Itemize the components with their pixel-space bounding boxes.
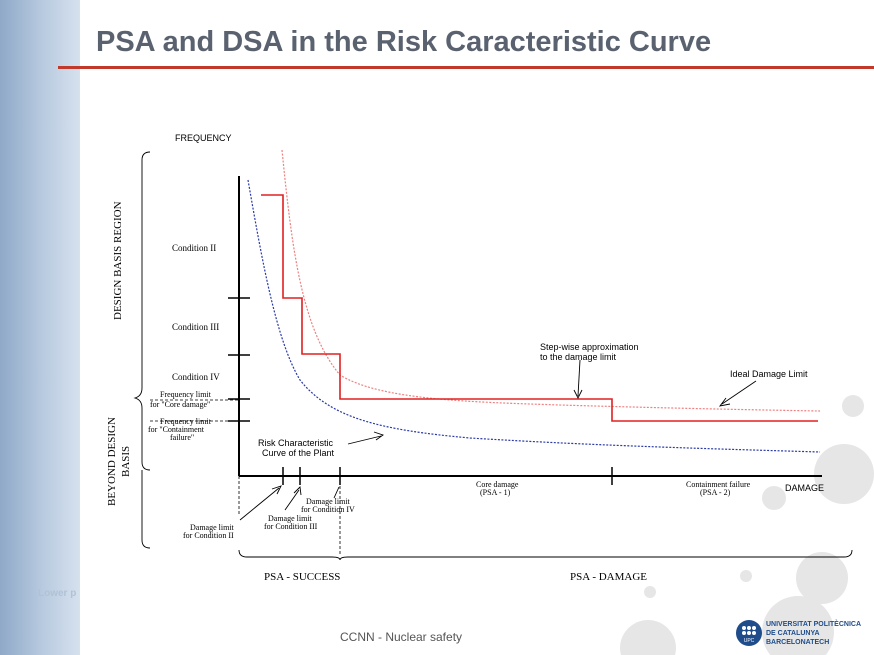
cont-frequency-label-1: Frequency limit (160, 417, 212, 426)
psa-damage-label: PSA - DAMAGE (570, 571, 647, 583)
stepwise-annotation-1: Step-wise approximation (540, 342, 639, 352)
damage-limit-c3-2: for Condition III (264, 522, 318, 531)
psa-success-label: PSA - SUCCESS (264, 571, 340, 583)
slide-footer: CCNN - Nuclear safety (340, 630, 463, 644)
logo-line-2: DE CATALUNYA (766, 630, 820, 637)
beyond-design-label-2: BASIS (120, 446, 132, 477)
beyond-design-brace (141, 461, 151, 471)
risk-curve-annotation-1: Risk Characteristic (258, 438, 334, 448)
condition-ii-label: Condition II (172, 243, 216, 253)
damage-limit-c4-1: Damage limit (306, 497, 351, 506)
containment-x-label-1: Containment failure (686, 480, 751, 489)
side-decoration-strip (0, 0, 80, 655)
ideal-limit-annotation: Ideal Damage Limit (730, 369, 808, 379)
containment-x-label-2: (PSA - 2) (700, 488, 731, 497)
side-text: Lower p (38, 588, 77, 599)
logo-badge-text: UPC (744, 638, 755, 644)
title-underline (58, 66, 874, 69)
risk-curve-annotation-2: Curve of the Plant (262, 448, 335, 458)
logo-line-3: BARCELONATECH (766, 639, 830, 646)
core-damage-x-label-2: (PSA - 1) (480, 488, 511, 497)
stepwise-annotation-2: to the damage limit (540, 352, 617, 362)
damage-limit-c2-2: for Condition II (183, 531, 234, 540)
logo-line-1: UNIVERSITAT POLITÈCNICA (766, 621, 862, 628)
core-frequency-label-1: Frequency limit (160, 390, 212, 399)
condition-iv-label: Condition IV (172, 372, 220, 382)
y-axis-label: FREQUENCY (175, 133, 232, 143)
beyond-design-label-1: BEYOND DESIGN (106, 417, 118, 506)
core-damage-x-label-1: Core damage (476, 480, 519, 489)
decorative-circles (620, 395, 874, 655)
damage-limit-c3-1: Damage limit (268, 514, 313, 523)
annotation-arrows (239, 359, 757, 521)
stepwise-damage-limit (261, 194, 818, 422)
core-frequency-label-2: for "Core damage" (150, 400, 210, 409)
lower-left-brace (141, 470, 151, 549)
logo-text: UNIVERSITAT POLITÈCNICA DE CATALUNYA BAR… (766, 620, 861, 647)
condition-iii-label: Condition III (172, 322, 219, 332)
design-basis-region-label: DESIGN BASIS REGION (112, 201, 124, 320)
cont-frequency-label-2: for "Containment (148, 425, 205, 434)
upc-logo: UPC UNIVERSITAT POLITÈCNICA DE CATALUNYA… (736, 618, 868, 652)
design-basis-brace (133, 151, 151, 462)
psa-brace (238, 549, 853, 561)
upc-logo-mark: UPC (736, 620, 762, 646)
damage-limit-c4-2: for Condition IV (301, 505, 355, 514)
slide-title: PSA and DSA in the Risk Caracteristic Cu… (96, 26, 712, 58)
risk-characteristic-curve (247, 179, 821, 453)
x-axis-label: DAMAGE (785, 483, 824, 493)
damage-limit-c2-1: Damage limit (190, 523, 235, 532)
cont-frequency-label-3: failure" (170, 433, 194, 442)
